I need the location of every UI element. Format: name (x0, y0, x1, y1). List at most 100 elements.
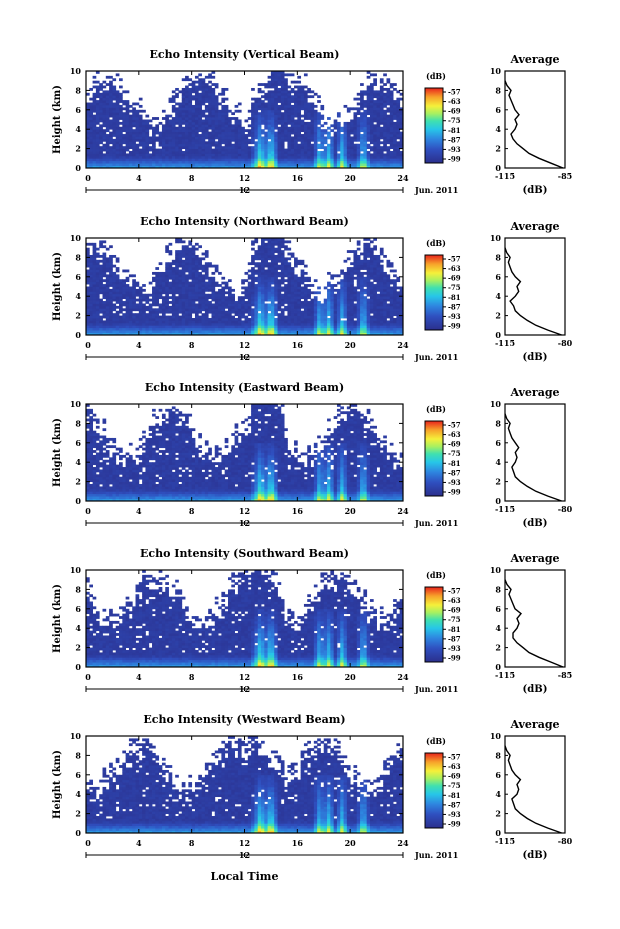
heatmap-cell (105, 121, 110, 125)
heatmap-cell (353, 153, 358, 157)
heatmap-cell (373, 90, 377, 94)
heatmap-cell (158, 165, 163, 169)
heatmap-cell (198, 109, 202, 113)
heatmap-cell (211, 327, 216, 331)
heatmap-cell (175, 288, 179, 292)
heatmap-cell (188, 155, 193, 159)
heatmap-cell (231, 146, 235, 149)
heatmap-cell (356, 121, 361, 125)
heatmap-cell (363, 143, 368, 147)
heatmap-cell (274, 143, 278, 147)
heatmap-cell (211, 121, 216, 125)
heatmap-cell (360, 114, 364, 118)
heatmap-cell (135, 102, 140, 106)
heatmap-cell (86, 262, 90, 266)
heatmap-cell (254, 330, 259, 333)
heatmap-cell (128, 138, 133, 142)
heatmap-cell (92, 75, 97, 79)
heatmap-cell (188, 276, 193, 280)
heatmap-cell (95, 95, 100, 99)
heatmap-cell (257, 143, 262, 147)
heatmap-cell (369, 134, 374, 137)
heatmap-cell (125, 109, 130, 113)
heatmap-cell (112, 318, 117, 321)
heatmap-cell (145, 134, 150, 137)
heatmap-cell (264, 296, 269, 300)
heatmap-cell (168, 143, 173, 147)
heatmap-cell (224, 138, 229, 142)
heatmap-cell (204, 310, 209, 314)
heatmap-cell (214, 129, 219, 133)
heatmap-cell (224, 104, 229, 108)
heatmap-cell (254, 254, 259, 258)
heatmap-cell (356, 247, 361, 251)
heatmap-cell (277, 254, 282, 258)
heatmap-cell (234, 325, 239, 329)
heatmap-cell (191, 134, 196, 137)
heatmap-cell (366, 153, 371, 157)
heatmap-cell (307, 151, 311, 154)
heatmap-cell (201, 78, 206, 82)
heatmap-cell (161, 313, 166, 316)
heatmap-cell (300, 325, 305, 329)
heatmap-cell (198, 262, 202, 266)
heatmap-cell (327, 301, 331, 304)
heatmap-cell (168, 301, 173, 304)
heatmap-cell (198, 112, 202, 116)
heatmap-cell (277, 71, 282, 74)
heatmap-cell (95, 247, 100, 251)
heatmap-cell (185, 143, 189, 147)
heatmap-cell (383, 83, 387, 86)
heatmap-cell (323, 138, 328, 142)
heatmap-cell (92, 143, 97, 147)
heatmap-cell (115, 279, 120, 283)
heatmap-cell (178, 240, 183, 244)
heatmap-cell (231, 158, 235, 162)
heatmap-cell (330, 325, 335, 329)
heatmap-cell (274, 78, 278, 82)
heatmap-cell (227, 332, 232, 336)
heatmap-cell (191, 129, 196, 133)
heatmap-cell (92, 252, 97, 256)
heatmap-cell (333, 288, 338, 292)
heatmap-cell (336, 158, 341, 162)
heatmap-cell (142, 330, 146, 333)
heatmap-cell (138, 138, 143, 142)
heatmap-cell (178, 281, 183, 285)
heatmap-cell (363, 141, 368, 145)
heatmap-cell (115, 129, 120, 133)
heatmap-cell (350, 131, 354, 135)
heatmap-cell (257, 279, 262, 283)
heatmap-cell (274, 288, 278, 292)
heatmap-cell (132, 136, 136, 140)
heatmap-cell (303, 163, 308, 166)
heatmap-cell (323, 146, 328, 149)
heatmap-cell (257, 254, 262, 258)
heatmap-cell (168, 155, 173, 159)
heatmap-cell (122, 90, 127, 94)
heatmap-cell (303, 136, 308, 140)
heatmap-cell (284, 153, 288, 157)
heatmap-cell (307, 315, 311, 319)
heatmap-cell (244, 291, 249, 295)
heatmap-cell (95, 87, 100, 91)
heatmap-cell (294, 126, 298, 130)
heatmap-cell (294, 301, 298, 304)
heatmap-cell (168, 141, 173, 145)
heatmap-cell (254, 134, 259, 137)
heatmap-cell (267, 286, 272, 290)
heatmap-cell (138, 143, 143, 147)
heatmap-cell (267, 158, 272, 162)
heatmap-cell (138, 305, 143, 309)
heatmap-cell (95, 330, 100, 333)
heatmap-cell (366, 155, 371, 159)
heatmap-cell (270, 238, 275, 241)
heatmap-cell (178, 138, 183, 142)
heatmap-cell (142, 320, 146, 324)
heatmap-cell (353, 267, 358, 270)
heatmap-cell (115, 286, 120, 290)
heatmap-cell (132, 107, 136, 111)
heatmap-cell (122, 291, 127, 295)
heatmap-cell (343, 315, 348, 319)
heatmap-cell (109, 296, 113, 300)
